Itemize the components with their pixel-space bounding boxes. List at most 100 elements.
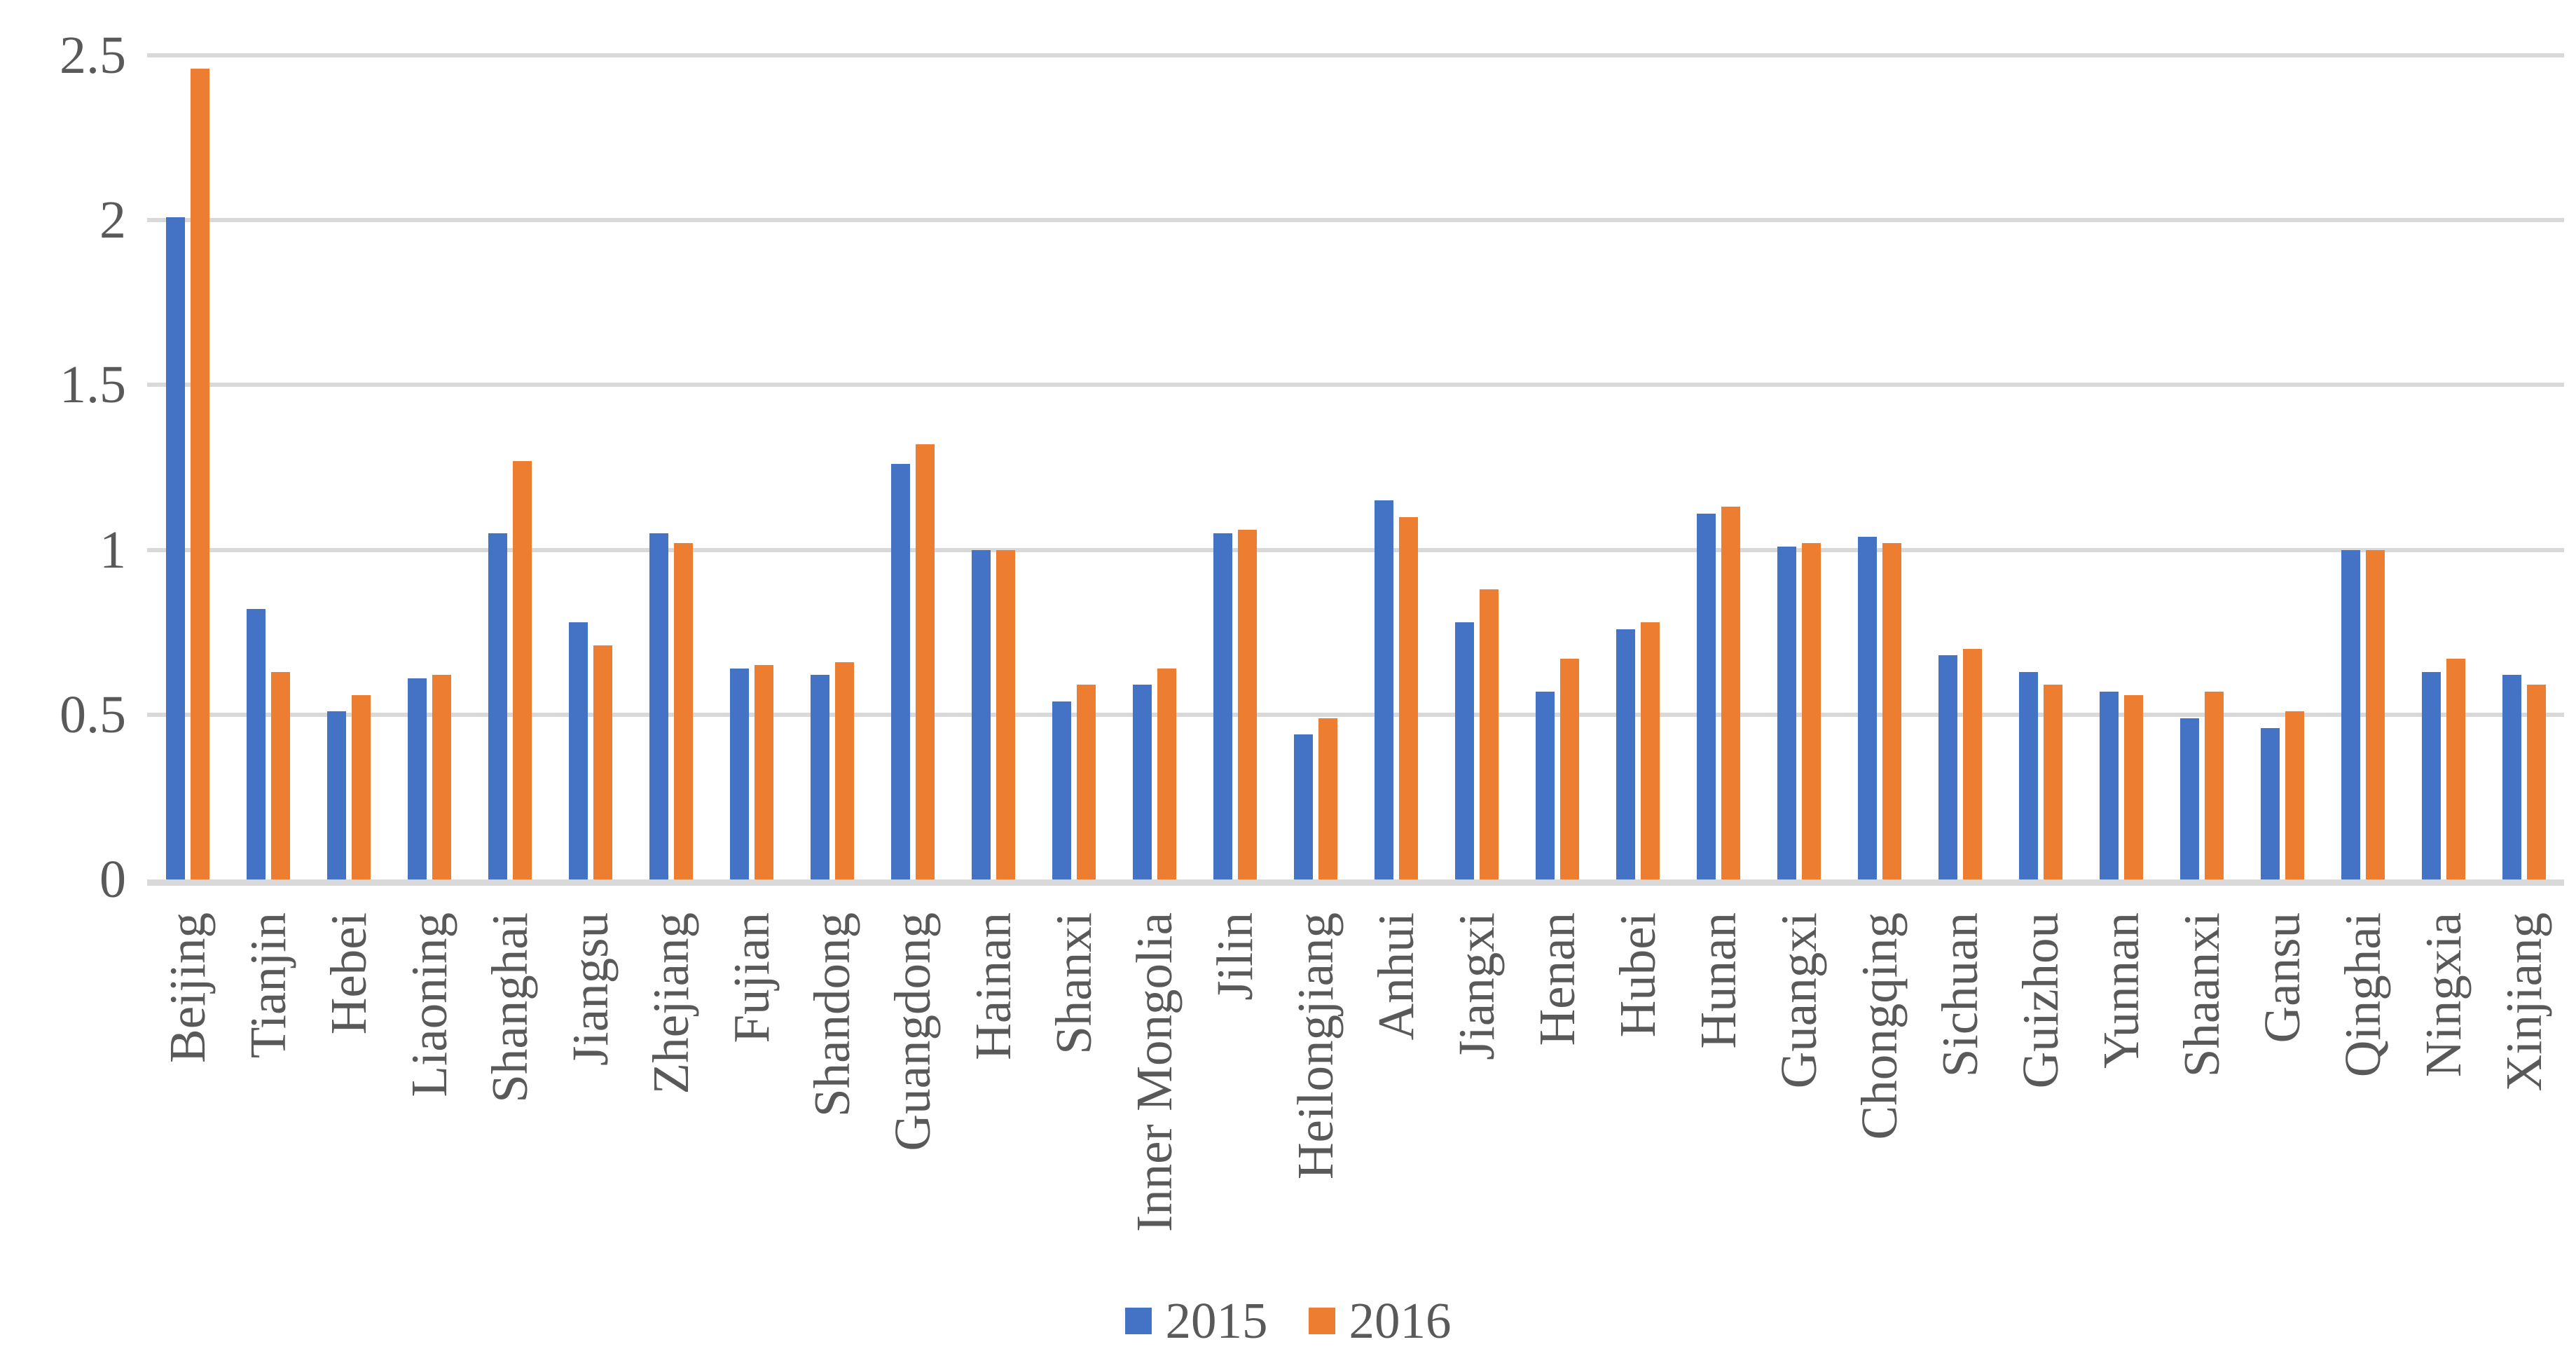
x-axis-category-label: Guangdong xyxy=(884,912,941,1151)
x-axis-category-label: Henan xyxy=(1529,912,1585,1046)
category-slot-beijing xyxy=(147,55,228,879)
x-label-slot: Hainan xyxy=(953,912,1033,1060)
bar-2015-hebei xyxy=(326,711,346,879)
category-slot-shanxi xyxy=(1033,55,1114,879)
x-label-slot: Guangdong xyxy=(872,912,953,1151)
x-label-slot: Chongqing xyxy=(1839,912,1920,1139)
x-axis-category-label: Shanghai xyxy=(481,912,538,1103)
x-axis-category-label: Guizhou xyxy=(2012,912,2069,1089)
x-axis-category-label: Guangxi xyxy=(1770,912,1827,1089)
x-axis-category-label: Beijing xyxy=(159,912,216,1063)
gridline-1 xyxy=(147,547,2564,552)
bar-2016-zhejiang xyxy=(673,543,693,879)
bar-2016-shanxi xyxy=(1076,685,1096,879)
x-axis-category-label: Qinghai xyxy=(2334,912,2391,1078)
x-label-slot: Shanxi xyxy=(1033,912,1114,1055)
category-slot-sichuan xyxy=(1920,55,2000,879)
bar-2016-hunan xyxy=(1721,507,1740,879)
category-slot-hainan xyxy=(953,55,1033,879)
legend-swatch-2015 xyxy=(1124,1307,1152,1334)
bar-2016-hebei xyxy=(351,694,371,879)
x-axis-category-label: Chongqing xyxy=(1851,912,1908,1140)
category-slot-guizhou xyxy=(2000,55,2081,879)
bar-2016-tianjin xyxy=(270,671,290,879)
bar-2016-guizhou xyxy=(2043,685,2062,879)
bar-2015-shanxi xyxy=(1052,701,1071,879)
gridline-1.5 xyxy=(147,383,2564,388)
x-label-slot: Tianjin xyxy=(228,912,308,1058)
bar-2016-fujian xyxy=(754,665,773,879)
bar-2016-guangdong xyxy=(915,444,935,879)
y-axis-tick-label: 1.5 xyxy=(60,355,126,415)
x-axis-category-label: Xinjiang xyxy=(2495,912,2552,1092)
x-label-slot: Qinghai xyxy=(2322,912,2403,1077)
legend-label-2015: 2015 xyxy=(1165,1292,1268,1349)
x-label-slot: Shaanxi xyxy=(2161,912,2242,1077)
x-label-slot: Fujian xyxy=(711,912,792,1043)
category-slot-jiangxi xyxy=(1436,55,1517,879)
bar-2016-liaoning xyxy=(432,675,451,879)
x-axis-category-label: Hainan xyxy=(965,912,1021,1060)
x-label-slot: Guizhou xyxy=(2000,912,2081,1088)
bar-2015-zhejiang xyxy=(649,533,668,879)
category-slot-heilongjiang xyxy=(1275,55,1356,879)
x-axis-category-label: Fujian xyxy=(723,912,780,1043)
bar-2016-hainan xyxy=(996,549,1015,879)
category-slot-anhui xyxy=(1356,55,1436,879)
x-axis-category-label: Hebei xyxy=(320,912,377,1035)
legend-item-2015: 2015 xyxy=(1124,1292,1268,1349)
bar-2015-tianjin xyxy=(246,609,266,879)
x-label-slot: Hunan xyxy=(1678,912,1758,1049)
bar-2015-yunnan xyxy=(2099,691,2119,879)
legend-label-2016: 2016 xyxy=(1349,1292,1452,1349)
x-axis-category-label: Liaoning xyxy=(401,912,457,1097)
bar-2015-shanghai xyxy=(488,533,507,879)
category-slot-jilin xyxy=(1194,55,1275,879)
legend: 2015 2016 xyxy=(0,1295,2576,1346)
legend-item-2016: 2016 xyxy=(1308,1292,1452,1349)
x-axis-category-label: Jilin xyxy=(1206,912,1263,1001)
bar-2016-jiangsu xyxy=(593,645,612,879)
x-axis-line xyxy=(147,879,2564,886)
bar-2015-hainan xyxy=(971,549,991,879)
gridline-0.5 xyxy=(147,712,2564,717)
category-slot-ningxia xyxy=(2403,55,2484,879)
bar-2016-jiangxi xyxy=(1479,589,1499,879)
gridline-2.5 xyxy=(147,53,2564,57)
bar-2016-anhui xyxy=(1398,516,1418,879)
bar-2015-liaoning xyxy=(407,678,427,879)
bar-2015-fujian xyxy=(729,668,749,879)
bar-2015-guangdong xyxy=(890,464,910,879)
x-label-slot: Liaoning xyxy=(389,912,469,1097)
x-label-slot: Guangxi xyxy=(1758,912,1839,1088)
bar-2016-guangxi xyxy=(1801,543,1821,879)
category-slot-inner-mongolia xyxy=(1114,55,1194,879)
category-slot-shanghai xyxy=(469,55,550,879)
x-label-slot: Gansu xyxy=(2242,912,2322,1043)
y-axis-tick-label: 2.5 xyxy=(60,26,126,85)
x-label-slot: Hebei xyxy=(308,912,389,1034)
bar-2016-yunnan xyxy=(2123,694,2143,879)
y-axis-tick-label: 1 xyxy=(99,520,126,580)
x-label-slot: Hubei xyxy=(1597,912,1678,1037)
x-label-slot: Shanghai xyxy=(469,912,550,1103)
bar-2015-sichuan xyxy=(1938,655,1957,879)
bar-2016-sichuan xyxy=(1962,648,1982,879)
category-slot-guangdong xyxy=(872,55,953,879)
bar-2016-shanghai xyxy=(512,460,532,879)
category-slot-shandong xyxy=(792,55,872,879)
bar-2015-jilin xyxy=(1213,533,1232,879)
x-axis-category-label: Shandong xyxy=(804,912,860,1117)
bar-2015-hunan xyxy=(1696,513,1716,879)
bar-2016-beijing xyxy=(190,68,209,879)
x-label-slot: Ningxia xyxy=(2403,912,2484,1077)
bar-2015-henan xyxy=(1535,691,1555,879)
x-axis-category-label: Jiangsu xyxy=(562,912,619,1066)
x-axis-category-label: Inner Mongolia xyxy=(1126,912,1183,1233)
category-slot-qinghai xyxy=(2322,55,2403,879)
bar-2016-heilongjiang xyxy=(1318,718,1337,879)
bar-2015-anhui xyxy=(1374,500,1393,879)
x-axis-category-label: Sichuan xyxy=(1931,912,1988,1078)
x-label-slot: Inner Mongolia xyxy=(1114,912,1194,1232)
